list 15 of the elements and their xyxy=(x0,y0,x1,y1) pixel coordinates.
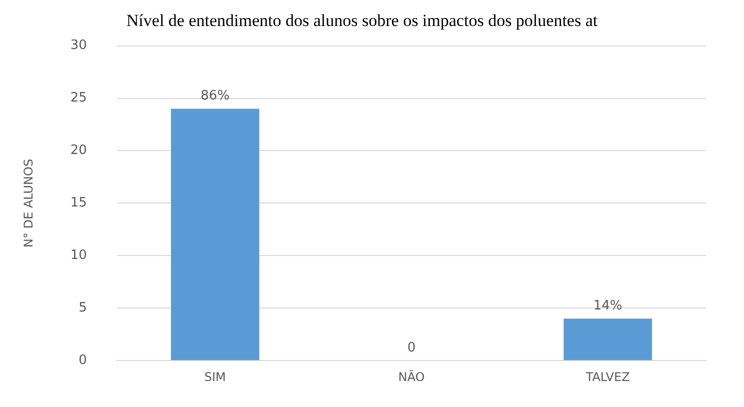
x-tick-label: NÃO xyxy=(398,368,425,384)
annotation: 0 xyxy=(407,340,416,356)
annotation: 86% xyxy=(200,88,230,104)
annotation: 14% xyxy=(593,298,622,314)
y-axis-title: N° DE ALUNOS xyxy=(21,158,36,248)
y-tick-label: 0 xyxy=(78,352,87,368)
y-tick-label: 20 xyxy=(70,143,87,158)
y-tick-label: 10 xyxy=(70,248,87,264)
x-tick-label: TALVEZ xyxy=(584,370,630,384)
y-tick-label: 25 xyxy=(70,90,87,106)
y-tick-label: 5 xyxy=(78,300,87,316)
chart-title: Nível de entendimento dos alunos sobre os impactos dos poluentes at xyxy=(126,11,598,30)
x-tick-label: SIM xyxy=(204,370,226,384)
y-tick-label: 15 xyxy=(70,196,87,211)
y-tick-label: 30 xyxy=(70,38,87,54)
